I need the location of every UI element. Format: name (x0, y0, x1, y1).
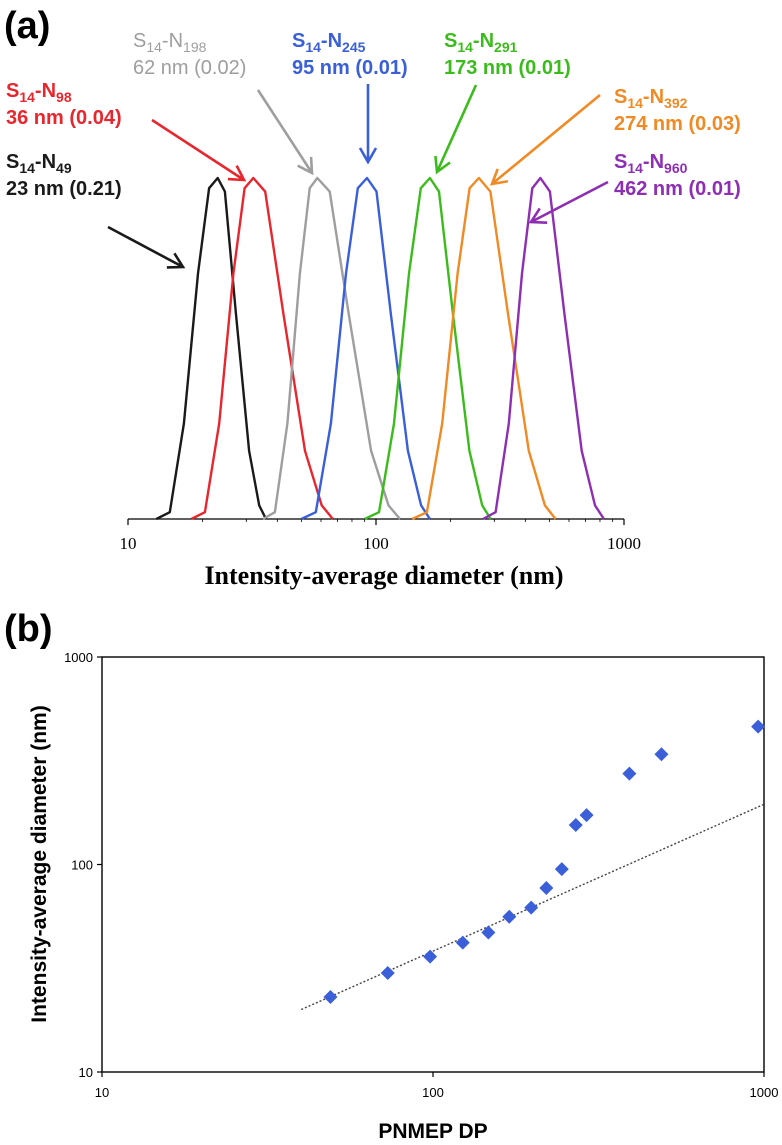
panel-b-points (323, 719, 766, 1004)
data-point (554, 862, 569, 877)
data-point (481, 925, 496, 940)
label-size-s14-n49: 23 nm (0.21) (6, 178, 122, 200)
data-point (524, 900, 539, 915)
panel-a-x-tick-label: 100 (363, 534, 389, 553)
curve-s14-n392 (411, 176, 557, 521)
label-size-s14-n291: 173 nm (0.01) (444, 57, 571, 79)
label-name-s14-n960: S14-N960 (614, 151, 688, 176)
curve-s14-n49 (155, 176, 268, 521)
data-point (455, 935, 470, 950)
arrowhead-s14-n98 (227, 165, 247, 182)
data-point (502, 909, 517, 924)
panel-a-x-ticks: 10 100 1000 (120, 519, 641, 553)
arrowhead-s14-n245 (358, 147, 378, 165)
arrowhead-s14-n392 (489, 168, 509, 186)
data-point (568, 818, 583, 833)
label-size-s14-n960: 462 nm (0.01) (614, 178, 741, 200)
panel-b-ticks: 10 100 1000 10 100 1000 (64, 650, 778, 1100)
arrowhead-s14-n49 (166, 252, 186, 269)
label-name-s14-n245: S14-N245 (292, 30, 366, 55)
panel-b-frame (101, 656, 765, 1073)
arrow-s14-n960 (530, 180, 609, 224)
panel-b-plot: 10 100 1000 10 100 1000 (64, 650, 778, 1100)
panel-b-y-tick-label: 1000 (64, 650, 93, 665)
panel-b-x-tick-label: 1000 (750, 1085, 779, 1100)
panel-a-label: (a) (4, 5, 50, 47)
panel-a-arrows (107, 84, 609, 269)
curve-s14-n98 (190, 176, 334, 521)
curve-s14-n198 (262, 176, 401, 521)
panel-a-curves (155, 176, 605, 521)
arrowhead-s14-n198 (297, 156, 314, 176)
panel-b-label: (b) (4, 608, 53, 650)
data-point (423, 949, 438, 964)
label-size-s14-n198: 62 nm (0.02) (133, 57, 246, 79)
panel-a-x-tick-label: 10 (120, 534, 137, 553)
curve-s14-n291 (364, 176, 492, 521)
arrow-s14-n392 (491, 93, 601, 186)
panel-b-y-tick-label: 10 (79, 1065, 93, 1080)
panel-a-x-axis-title: Intensity-average diameter (nm) (204, 561, 563, 590)
data-point (751, 719, 766, 734)
panel-b-x-tick-label: 100 (422, 1085, 444, 1100)
panel-b-y-axis-title: Intensity-average diameter (nm) (28, 705, 51, 1022)
arrowhead-s14-n960 (528, 207, 548, 224)
label-name-s14-n98: S14-N98 (6, 80, 72, 105)
label-name-s14-n291: S14-N291 (444, 30, 518, 55)
label-size-s14-n98: 36 nm (0.04) (6, 107, 122, 129)
data-point (539, 881, 554, 896)
arrow-s14-n198 (256, 89, 314, 174)
label-name-s14-n392: S14-N392 (614, 86, 688, 111)
arrow-s14-n291 (435, 84, 478, 173)
data-point (654, 747, 669, 762)
panel-b-x-tick-label: 10 (95, 1085, 109, 1100)
label-name-s14-n49: S14-N49 (6, 151, 72, 176)
label-name-s14-n198: S14-N198 (133, 30, 207, 55)
data-point (323, 989, 338, 1004)
data-point (380, 965, 395, 980)
data-point (622, 766, 637, 781)
label-size-s14-n392: 274 nm (0.03) (614, 113, 741, 135)
panel-b-y-tick-label: 100 (71, 858, 93, 873)
arrow-s14-n49 (107, 225, 184, 269)
arrow-s14-n98 (151, 118, 245, 182)
data-point (579, 808, 594, 823)
curve-s14-n245 (300, 176, 431, 521)
arrowhead-s14-n291 (434, 155, 451, 175)
panel-b-x-axis-title: PNMEP DP (378, 1120, 487, 1143)
panel-a-x-tick-label: 1000 (607, 534, 641, 553)
label-size-s14-n245: 95 nm (0.01) (292, 57, 408, 79)
curve-s14-n960 (482, 176, 605, 521)
